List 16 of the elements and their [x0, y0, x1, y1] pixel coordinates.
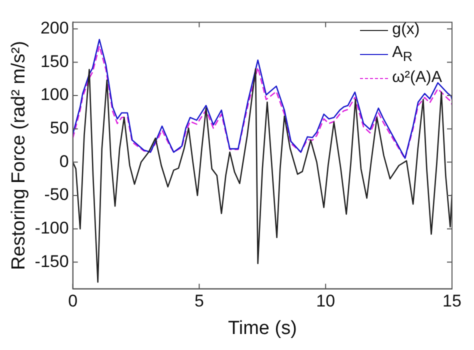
y-axis-title: Restoring Force (rad² m/s²) [8, 40, 30, 270]
y-tick-label: 150 [40, 52, 69, 71]
legend-label: ω²(A)A [392, 69, 442, 87]
y-tick-label: -150 [34, 252, 69, 271]
y-tick-label: 0 [59, 152, 69, 171]
y-tick-label: 200 [40, 18, 69, 38]
x-tick-label: 15 [442, 292, 462, 311]
x-tick-label: 5 [194, 292, 204, 311]
y-tick-label: -50 [44, 185, 69, 204]
legend-label: g(x) [392, 21, 420, 39]
y-tick-label: -100 [34, 218, 69, 238]
legend-label: A$_{R}$ [392, 44, 412, 64]
y-tick-label: 100 [40, 85, 69, 104]
x-axis-title: Time (s) [228, 318, 297, 339]
y-tick-label: 50 [50, 118, 69, 138]
x-tick-label: 10 [316, 292, 336, 311]
